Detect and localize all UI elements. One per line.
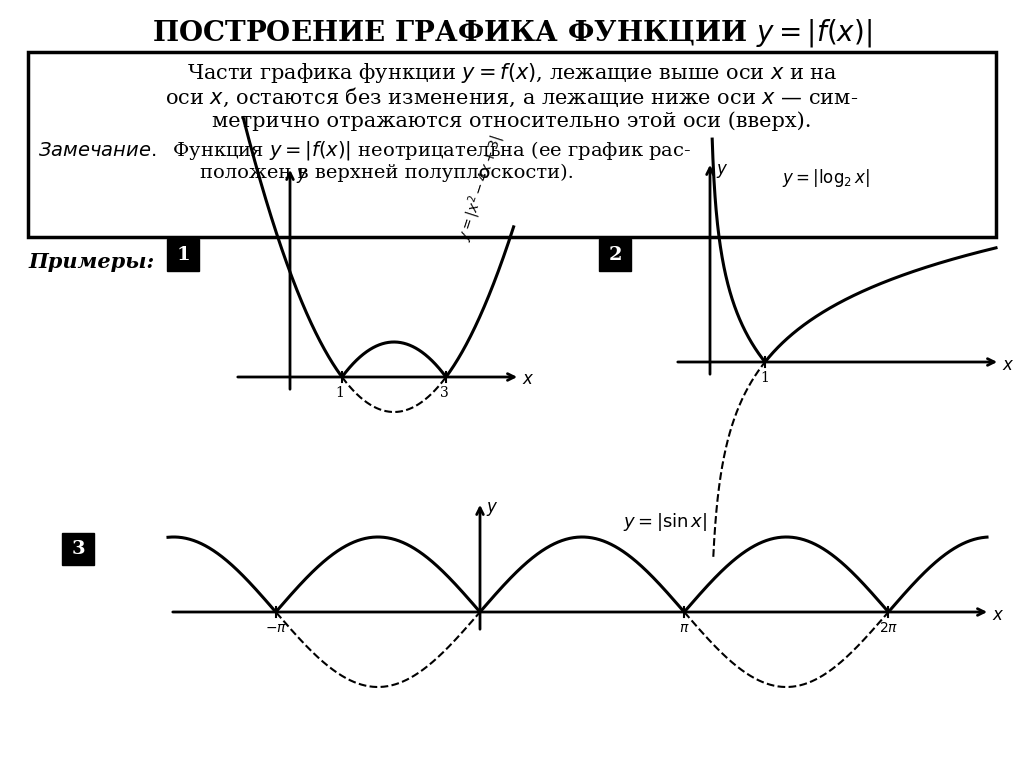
Text: оси $x$, остаются без изменения, а лежащие ниже оси $x$ — сим-: оси $x$, остаются без изменения, а лежащ… bbox=[166, 86, 858, 109]
Text: положен в верхней полуплоскости).: положен в верхней полуплоскости). bbox=[200, 164, 573, 183]
Text: метрично отражаются относительно этой оси (вверх).: метрично отражаются относительно этой ос… bbox=[212, 111, 812, 130]
Text: $\pi$: $\pi$ bbox=[679, 621, 689, 635]
Text: $2\pi$: $2\pi$ bbox=[879, 621, 898, 635]
Text: $y$: $y$ bbox=[716, 162, 728, 180]
Text: $x$: $x$ bbox=[1002, 357, 1015, 374]
Text: $y=|\log_2 x|$: $y=|\log_2 x|$ bbox=[781, 167, 869, 189]
Text: 3: 3 bbox=[439, 386, 449, 400]
Bar bbox=[167, 239, 199, 271]
Text: $x$: $x$ bbox=[522, 371, 535, 389]
Text: $-\pi$: $-\pi$ bbox=[265, 621, 287, 635]
Text: Примеры:: Примеры: bbox=[28, 252, 155, 272]
Bar bbox=[28, 52, 996, 237]
Bar bbox=[62, 533, 94, 565]
Text: $y$: $y$ bbox=[296, 167, 308, 185]
Text: 2: 2 bbox=[608, 246, 622, 264]
Text: 1: 1 bbox=[336, 386, 344, 400]
Text: $y=|x^2-4x+3|$: $y=|x^2-4x+3|$ bbox=[454, 132, 509, 244]
Text: 1: 1 bbox=[761, 371, 769, 385]
Text: 3: 3 bbox=[72, 540, 85, 558]
Text: ПОСТРОЕНИЕ ГРАФИКА ФУНКЦИИ $y = |f(x)|$: ПОСТРОЕНИЕ ГРАФИКА ФУНКЦИИ $y = |f(x)|$ bbox=[152, 17, 872, 49]
Text: $x$: $x$ bbox=[992, 607, 1005, 624]
Bar bbox=[599, 239, 631, 271]
Text: $\it{Замечание.}$  Функция $y = |f(x)|$ неотрицательна (ее график рас-: $\it{Замечание.}$ Функция $y = |f(x)|$ н… bbox=[38, 139, 691, 162]
Text: $y = |\sin x|$: $y = |\sin x|$ bbox=[623, 512, 708, 533]
Text: 1: 1 bbox=[176, 246, 189, 264]
Text: $y$: $y$ bbox=[486, 500, 499, 518]
Text: Части графика функции $y = f(x)$, лежащие выше оси $x$ и на: Части графика функции $y = f(x)$, лежащи… bbox=[186, 61, 838, 85]
